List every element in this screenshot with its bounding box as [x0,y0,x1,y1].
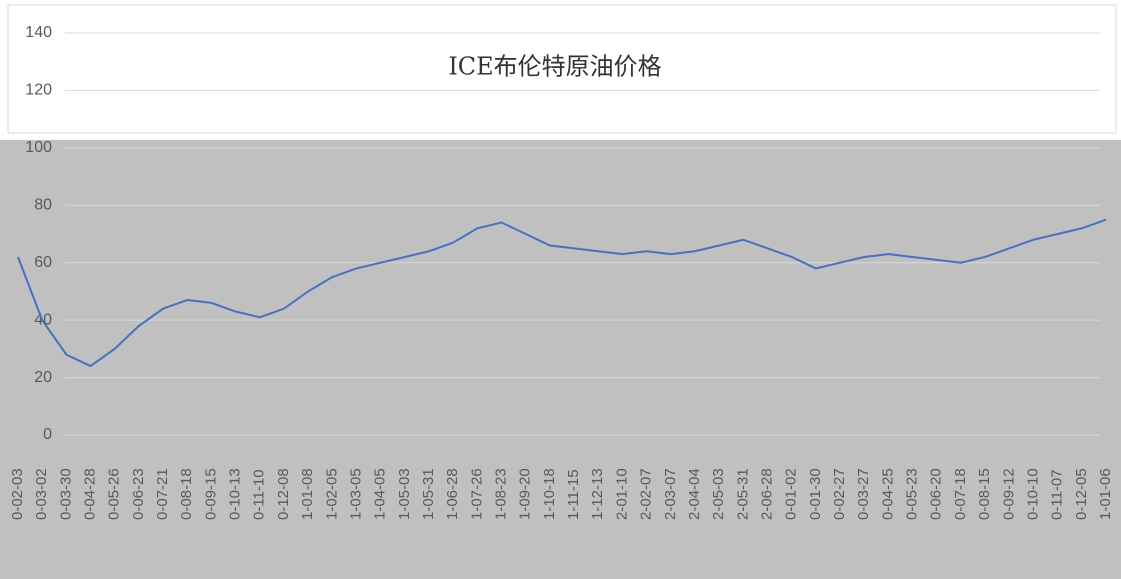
x-tick-label: 1-07-26 [468,468,485,520]
x-tick-label: 0-05-23 [904,468,921,520]
x-tick-label: 0-07-21 [154,468,171,520]
chart-title: ICE布伦特原油价格 [448,53,661,81]
x-tick-label: 0-01-02 [783,468,800,520]
x-tick-label: 1-11-15 [565,469,582,520]
x-tick-label: 2-01-10 [613,468,630,520]
x-tick-label: 0-01-30 [807,468,824,520]
x-tick-label: 0-03-02 [33,468,50,520]
y-tick-label: 140 [25,24,52,41]
x-tick-label: 1-09-20 [517,468,534,520]
x-tick-label: 2-04-04 [686,468,703,520]
x-tick-label: 0-11-10 [251,469,268,520]
x-tick-label: 0-03-27 [855,468,872,520]
y-tick-label: 0 [43,426,52,443]
x-tick-label: 1-01-08 [299,468,316,520]
x-tick-label: 2-05-31 [734,468,751,520]
x-tick-label: 0-06-20 [928,468,945,520]
x-tick-label: 0-12-05 [1073,468,1090,520]
x-tick-label: 1-04-05 [372,468,389,520]
x-tick-label: 0-09-12 [1000,468,1017,520]
x-tick-label: 2-03-07 [662,468,679,520]
x-tick-label: 0-06-23 [130,468,147,520]
x-tick-label: 1-01-06 [1097,468,1114,520]
x-tick-label: 1-02-05 [323,468,340,520]
x-tick-label: 2-06-28 [758,468,775,520]
x-tick-label: 1-05-31 [420,468,437,520]
y-tick-label: 120 [25,82,52,99]
y-tick-label: 60 [34,254,52,271]
x-tick-label: 0-12-08 [275,468,292,520]
x-tick-label: 1-06-28 [444,468,461,520]
glitch-background [0,140,1121,579]
y-tick-label: 20 [34,369,52,386]
x-tick-label: 0-08-18 [178,468,195,520]
x-tick-label: 0-11-07 [1049,469,1066,520]
x-tick-label: 0-10-13 [227,468,244,520]
x-tick-label: 0-05-26 [106,468,123,520]
y-tick-label: 80 [34,197,52,214]
y-tick-label: 100 [25,139,52,156]
x-tick-label: 1-10-18 [541,468,558,520]
x-tick-label: 2-02-07 [638,468,655,520]
x-tick-label: 0-04-25 [879,468,896,520]
x-tick-label: 1-03-05 [347,468,364,520]
data-line [17,218,1107,368]
x-tick-label: 0-09-15 [202,468,219,520]
x-tick-label: 2-05-03 [710,468,727,520]
x-tick-label: 0-02-27 [831,468,848,520]
x-tick-label: 0-04-28 [82,468,99,520]
x-tick-label: 1-08-23 [493,468,510,520]
x-tick-label: 0-03-30 [57,468,74,520]
x-tick-label: 1-12-13 [589,468,606,520]
chart-panel [7,4,1117,134]
x-tick-label: 0-10-10 [1024,468,1041,520]
x-tick-label: 0-08-15 [976,468,993,520]
x-tick-label: 0-07-18 [952,468,969,520]
x-tick-label: 0-02-03 [9,468,26,520]
x-tick-label: 1-05-03 [396,468,413,520]
